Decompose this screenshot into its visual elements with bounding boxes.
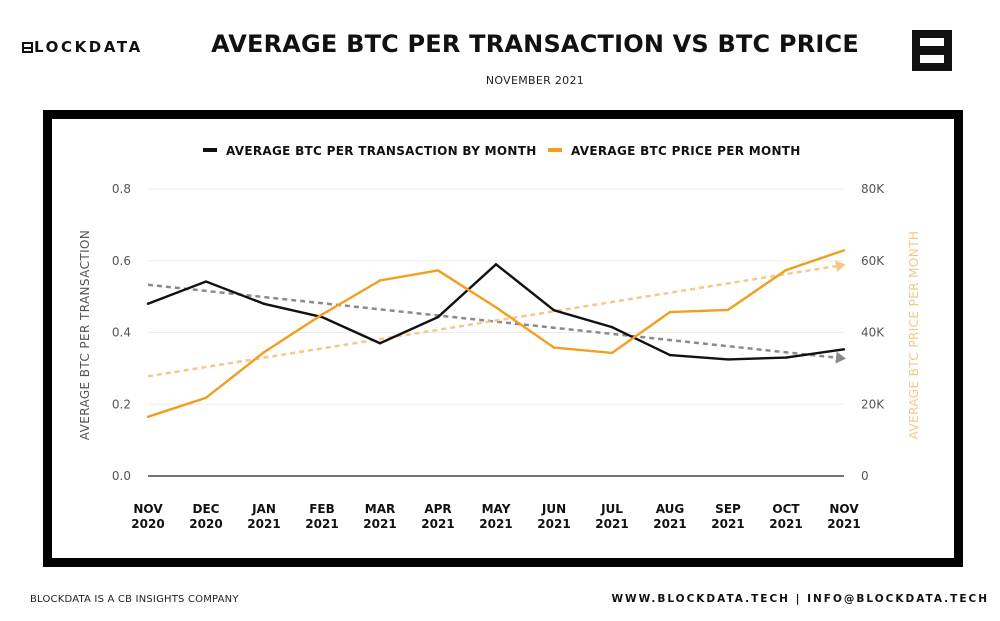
logo-text: LOCKDATA	[34, 38, 143, 56]
x-tick-label-month: DEC	[193, 502, 220, 516]
data-point	[204, 396, 208, 399]
chart-title: AVERAGE BTC PER TRANSACTION VS BTC PRICE	[211, 30, 859, 58]
data-point	[320, 313, 324, 316]
y-left-axis-title: AVERAGE BTC PER TRANSACTION	[78, 230, 92, 440]
trendline-arrowhead	[835, 351, 846, 364]
chart-frame	[43, 110, 963, 567]
data-point	[262, 351, 266, 354]
x-tick-label-month: JUN	[541, 502, 566, 516]
data-point	[610, 325, 614, 329]
data-point	[552, 309, 556, 312]
data-point	[436, 315, 440, 319]
data-point	[378, 342, 382, 345]
x-tick-label-month: NOV	[829, 502, 859, 516]
legend-label: AVERAGE BTC PER TRANSACTION BY MONTH	[226, 144, 537, 158]
trendline-arrowhead	[835, 260, 846, 273]
series-line	[147, 262, 845, 361]
y-left-tick-label: 0.0	[112, 469, 131, 483]
data-point	[378, 279, 382, 282]
x-tick-label-year: 2021	[827, 517, 860, 531]
logo-square-icon	[22, 42, 33, 53]
x-tick-label-year: 2021	[479, 517, 512, 531]
x-tick-label-year: 2020	[131, 517, 164, 531]
x-tick-label-month: APR	[424, 502, 451, 516]
footer-company-note: BLOCKDATA IS A CB INSIGHTS COMPANY	[30, 594, 239, 605]
data-point	[726, 358, 730, 361]
y-right-tick-label: 60K	[861, 254, 885, 268]
x-tick-label-year: 2020	[189, 517, 222, 531]
x-tick-label-year: 2021	[363, 517, 396, 531]
data-point	[320, 315, 324, 319]
brand-mark-icon	[912, 30, 952, 71]
legend-label: AVERAGE BTC PRICE PER MONTH	[571, 144, 801, 158]
x-tick-label-year: 2021	[305, 517, 338, 531]
x-tick-label-month: SEP	[715, 502, 741, 516]
y-left-tick-label: 0.2	[112, 397, 131, 411]
x-tick-label-month: AUG	[656, 502, 685, 516]
y-left-tick-label: 0.4	[112, 326, 131, 340]
legend-swatch	[203, 148, 217, 152]
y-left-tick-label: 0.8	[112, 182, 131, 196]
x-tick-label-month: FEB	[309, 502, 335, 516]
x-tick-label-year: 2021	[247, 517, 280, 531]
data-point	[842, 249, 846, 252]
data-point	[494, 306, 498, 309]
x-tick-label-year: 2021	[537, 517, 570, 531]
trendline	[147, 264, 837, 378]
y-right-axis-title: AVERAGE BTC PRICE PER MONTH	[907, 231, 921, 440]
x-tick-label-month: MAR	[365, 502, 395, 516]
data-point	[146, 302, 150, 305]
data-point	[784, 268, 788, 272]
x-tick-label-month: OCT	[772, 502, 800, 516]
x-tick-label-month: NOV	[133, 502, 163, 516]
legend-swatch	[548, 148, 562, 152]
trendline	[147, 283, 837, 359]
x-tick-label-year: 2021	[653, 517, 686, 531]
y-left-tick-label: 0.6	[112, 254, 131, 268]
blockdata-logo: LOCKDATA	[22, 40, 143, 55]
y-right-tick-label: 20K	[861, 397, 885, 411]
footer-contact: WWW.BLOCKDATA.TECH | INFO@BLOCKDATA.TECH	[611, 593, 989, 605]
x-tick-label-year: 2021	[769, 517, 802, 531]
chart-subtitle: NOVEMBER 2021	[485, 74, 585, 87]
data-point	[146, 415, 150, 419]
data-point	[436, 269, 440, 272]
chart-svg: 0.0 0.2 0.4 0.6 0.8 0 20K 40K 60K 80K AVERAGE BTC …	[78, 144, 921, 531]
data-point	[784, 356, 788, 359]
data-point	[726, 308, 730, 312]
data-point	[668, 353, 672, 357]
x-tick-label-year: 2021	[595, 517, 628, 531]
x-tick-label-month: MAY	[482, 502, 511, 516]
y-right-tick-label: 0	[861, 469, 869, 483]
data-point	[668, 310, 672, 314]
data-point	[204, 280, 208, 283]
data-point	[842, 348, 846, 351]
x-tick-label-month: JUL	[600, 502, 623, 516]
series-line	[147, 249, 845, 418]
y-right-tick-label: 40K	[861, 326, 885, 340]
data-point	[494, 263, 498, 266]
x-tick-label-year: 2021	[711, 517, 744, 531]
x-tick-label-year: 2021	[421, 517, 454, 531]
data-point	[552, 346, 556, 349]
y-right-tick-label: 80K	[861, 182, 885, 196]
data-point	[610, 351, 614, 355]
data-point	[262, 302, 266, 305]
x-tick-label-month: JAN	[251, 502, 276, 516]
